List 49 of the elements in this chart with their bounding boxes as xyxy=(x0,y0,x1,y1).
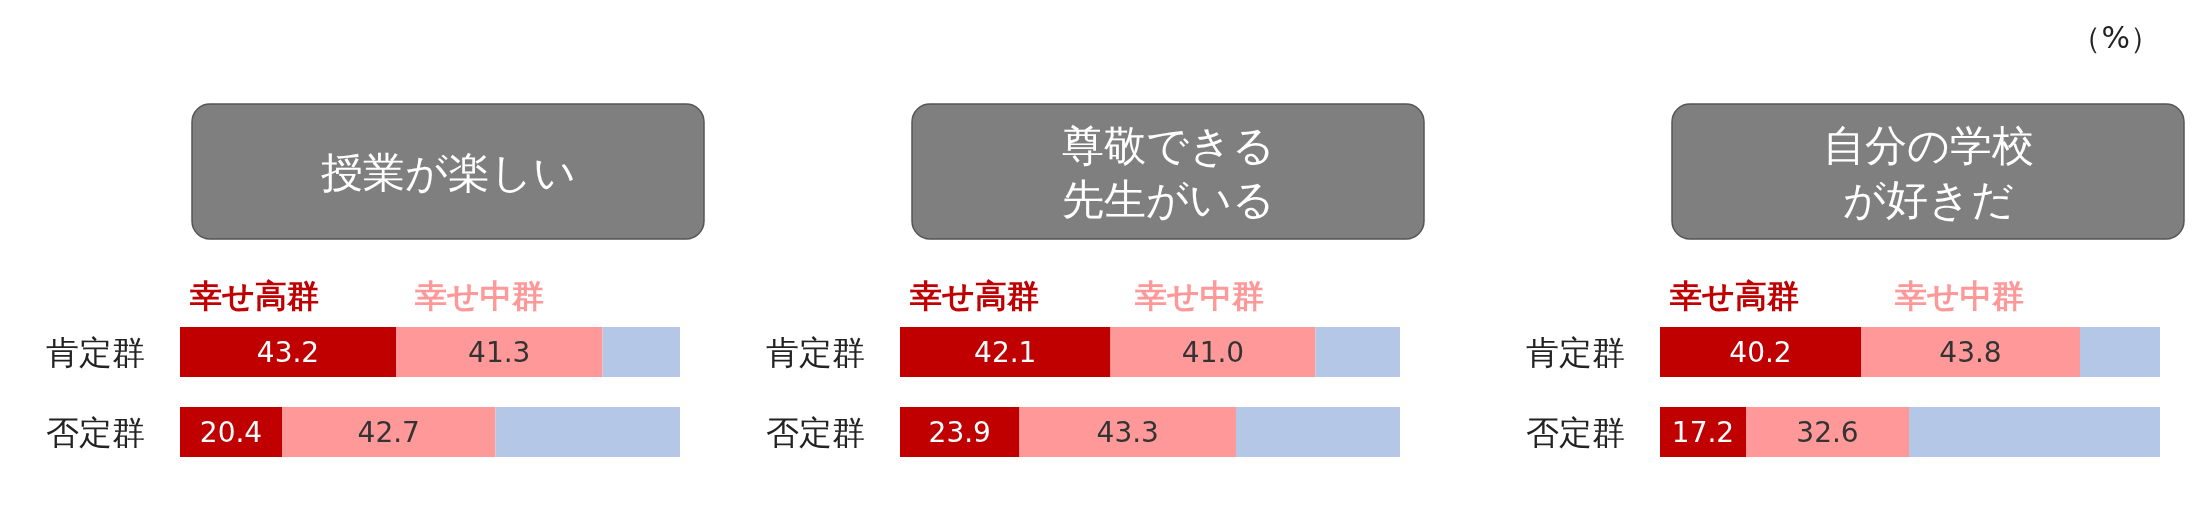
title: 尊敬できる先生がいる xyxy=(911,103,1425,240)
data-label: 20.4 xyxy=(199,416,263,449)
bar xyxy=(180,407,282,457)
bar xyxy=(1660,407,1746,457)
text: （%） xyxy=(2071,20,2160,55)
series-label: 幸せ中群 xyxy=(1894,277,2024,315)
y-tick-label: 肯定群 xyxy=(46,333,145,372)
data-label: 32.6 xyxy=(1796,416,1859,449)
data-label: 43.3 xyxy=(1096,416,1159,449)
bar xyxy=(1236,407,1400,457)
data-label: 43.2 xyxy=(256,336,320,369)
bar xyxy=(2080,327,2160,377)
series-label: 幸せ高群 xyxy=(909,277,1039,315)
y-tick-label: 肯定群 xyxy=(1526,333,1625,372)
series-label: 幸せ高群 xyxy=(189,277,319,315)
bar xyxy=(180,327,396,377)
bar xyxy=(282,407,496,457)
data-label: 41.0 xyxy=(1181,336,1245,369)
data-label: 23.9 xyxy=(928,416,991,449)
title: 授業が楽しい xyxy=(191,103,705,240)
data-label: 41.3 xyxy=(468,336,531,369)
data-label: 40.2 xyxy=(1729,336,1792,369)
bar xyxy=(1110,327,1316,377)
y-tick-label: 肯定群 xyxy=(766,333,865,372)
bar xyxy=(396,327,603,377)
bar xyxy=(602,327,680,377)
series-label: 幸せ高群 xyxy=(1669,277,1799,315)
y-tick-label: 否定群 xyxy=(1526,413,1625,452)
chart-title: 尊敬できる先生がいる xyxy=(1061,120,1275,224)
y-tick-label: 否定群 xyxy=(766,413,865,452)
bar xyxy=(1746,407,1909,457)
bar xyxy=(1019,407,1236,457)
bar xyxy=(1315,327,1400,377)
data-label: 43.8 xyxy=(1939,336,2002,369)
bar xyxy=(1909,407,2160,457)
series-label: 幸せ中群 xyxy=(1134,277,1264,315)
chart-title: 自分の学校が好きだ xyxy=(1822,120,2034,224)
series-label: 幸せ中群 xyxy=(414,277,544,315)
y-tick-label: 否定群 xyxy=(46,413,145,452)
bar xyxy=(1861,327,2080,377)
chart-title: 授業が楽しい xyxy=(320,147,576,197)
bar xyxy=(495,407,680,457)
title: 自分の学校が好きだ xyxy=(1671,103,2185,240)
bar xyxy=(900,407,1020,457)
data-label: 17.2 xyxy=(1671,416,1735,449)
bar xyxy=(900,327,1111,377)
data-label: 42.1 xyxy=(974,336,1037,369)
data-label: 42.7 xyxy=(357,416,420,449)
bar xyxy=(1660,327,1861,377)
